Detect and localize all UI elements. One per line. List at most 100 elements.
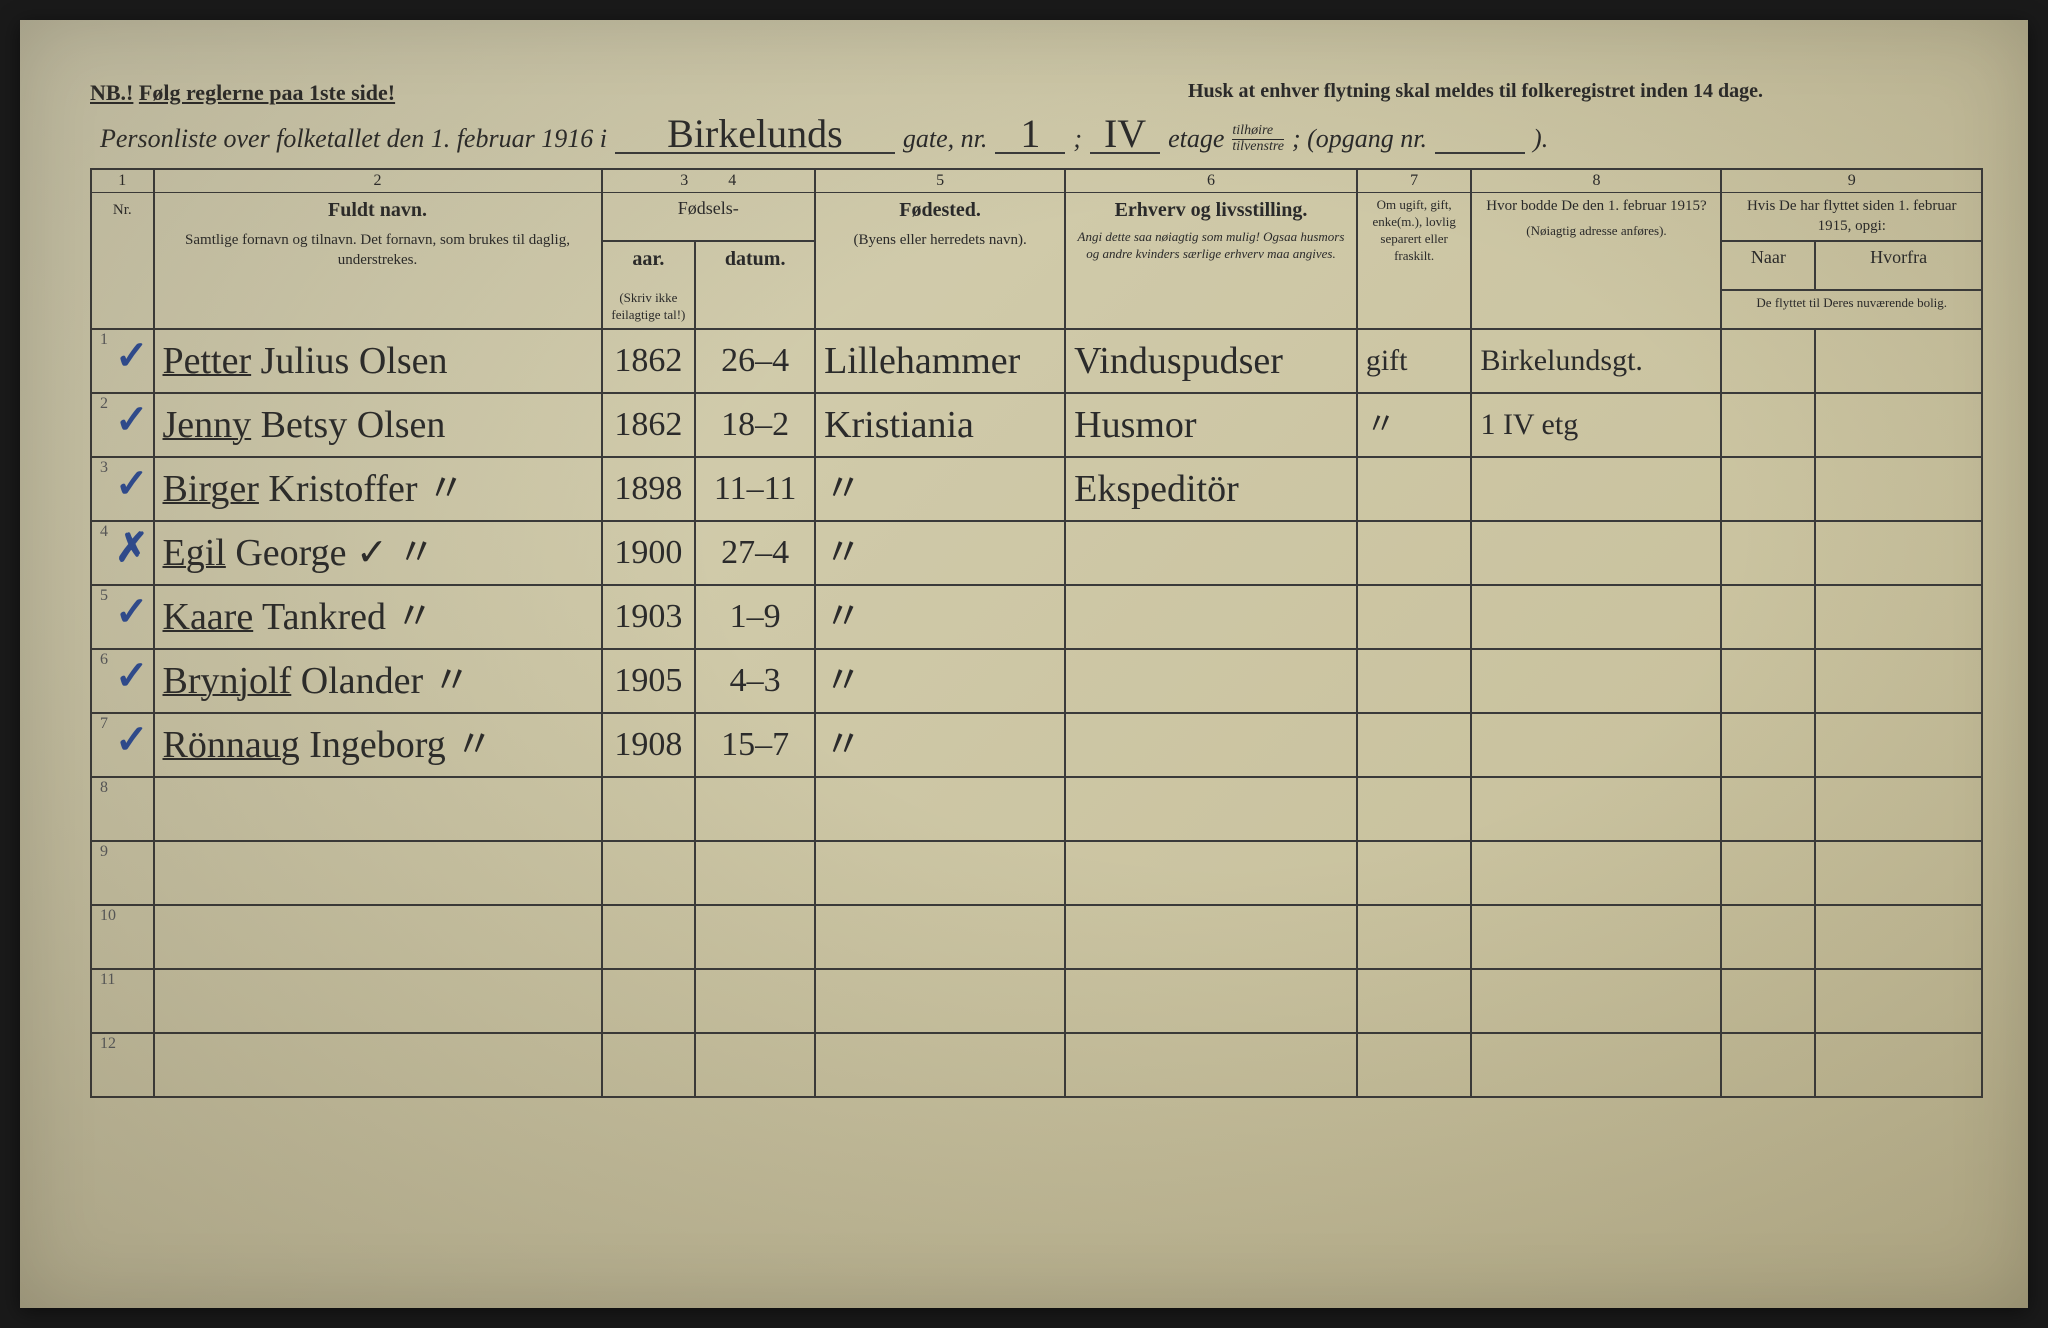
row-date-cell: 26–4 (695, 329, 815, 393)
row-birthplace-cell (815, 841, 1065, 905)
row-birthplace-cell: Lillehammer (815, 329, 1065, 393)
row-addr1915-cell (1471, 649, 1721, 713)
nb-notice: NB.! Følg reglerne paa 1ste side! (90, 80, 395, 106)
row-name-cell (154, 1033, 602, 1097)
row-status-cell (1357, 1033, 1472, 1097)
row-year-cell (602, 905, 696, 969)
colnum-6: 6 (1065, 169, 1357, 193)
table-row: 5✓Kaare Tankred 〃19031–9〃 (91, 585, 1982, 649)
colnum-2: 2 (154, 169, 602, 193)
row-occupation-cell: Husmor (1065, 393, 1357, 457)
row-birthplace-cell: Kristiania (815, 393, 1065, 457)
table-row: 7✓Rönnaug Ingeborg 〃190815–7〃 (91, 713, 1982, 777)
row-occupation-cell (1065, 1033, 1357, 1097)
table-row: 8 (91, 777, 1982, 841)
row-birthplace-cell: 〃 (815, 521, 1065, 585)
row-occupation-cell (1065, 649, 1357, 713)
row-moved-from-cell (1815, 969, 1982, 1033)
nb-text: Følg reglerne paa 1ste side! (139, 80, 395, 105)
table-row: 9 (91, 841, 1982, 905)
row-nr-cell: 2✓ (91, 393, 154, 457)
colnum-34: 3 4 (602, 169, 816, 193)
row-moved-from-cell (1815, 585, 1982, 649)
row-status-cell (1357, 969, 1472, 1033)
name-rest: Betsy Olsen (251, 404, 445, 446)
row-year-cell: 1898 (602, 457, 696, 521)
row-birthplace-cell: 〃 (815, 457, 1065, 521)
closing-paren: ). (1533, 124, 1548, 154)
col-moved-from-header: Hvorfra (1815, 241, 1982, 290)
opgang-label: ; (opgang nr. (1292, 124, 1427, 154)
tilvenstre: tilvenstre (1232, 140, 1284, 154)
row-moved-when-cell (1721, 1033, 1815, 1097)
row-status-cell: 〃 (1357, 393, 1472, 457)
row-occupation-cell (1065, 777, 1357, 841)
census-table: 1 2 3 4 5 6 7 8 9 Nr. Fuldt navn. Samtli… (90, 168, 1983, 1098)
census-form-page: NB.! Følg reglerne paa 1ste side! Husk a… (20, 20, 2028, 1308)
row-addr1915-cell (1471, 905, 1721, 969)
row-moved-when-cell (1721, 777, 1815, 841)
name-rest: George ✓ 〃 (226, 532, 435, 574)
row-status-cell (1357, 841, 1472, 905)
row-addr1915-cell: Birkelundsgt. (1471, 329, 1721, 393)
name-rest: Olander 〃 (291, 660, 470, 702)
table-row: 11 (91, 969, 1982, 1033)
table-row: 1✓Petter Julius Olsen186226–4Lillehammer… (91, 329, 1982, 393)
colnum-7: 7 (1357, 169, 1472, 193)
row-nr-cell: 1✓ (91, 329, 154, 393)
row-birthplace-cell: 〃 (815, 649, 1065, 713)
nr-fill: 1 (995, 116, 1065, 154)
row-addr1915-cell: 1 IV etg (1471, 393, 1721, 457)
row-moved-from-cell (1815, 905, 1982, 969)
row-name-cell: Kaare Tankred 〃 (154, 585, 602, 649)
row-date-cell: 1–9 (695, 585, 815, 649)
semicolon: ; (1073, 124, 1082, 154)
row-status-cell (1357, 649, 1472, 713)
row-name-cell: Jenny Betsy Olsen (154, 393, 602, 457)
etage-label: etage (1168, 124, 1224, 154)
row-moved-from-cell (1815, 521, 1982, 585)
underlined-name: Birger (163, 468, 259, 510)
row-moved-when-cell (1721, 457, 1815, 521)
title-line: Personliste over folketallet den 1. febr… (100, 116, 1983, 154)
row-name-cell: Egil George ✓ 〃 (154, 521, 602, 585)
underlined-name: Petter (163, 340, 252, 382)
row-occupation-cell (1065, 521, 1357, 585)
table-body: 1✓Petter Julius Olsen186226–4Lillehammer… (91, 329, 1982, 1097)
row-addr1915-cell (1471, 713, 1721, 777)
row-date-cell: 18–2 (695, 393, 815, 457)
check-mark-icon: ✓ (115, 336, 149, 376)
row-date-cell (695, 905, 815, 969)
row-birthplace-cell (815, 777, 1065, 841)
col-year-header: aar. (Skriv ikke feilagtige tal!) (602, 241, 696, 329)
row-occupation-cell (1065, 585, 1357, 649)
row-moved-from-cell (1815, 1033, 1982, 1097)
row-name-cell (154, 841, 602, 905)
col-moved-when-header: Naar (1721, 241, 1815, 290)
col-moved-header: Hvis De har flyttet siden 1. februar 191… (1721, 193, 1982, 242)
table-row: 3✓Birger Kristoffer 〃189811–11〃Ekspeditö… (91, 457, 1982, 521)
column-number-row: 1 2 3 4 5 6 7 8 9 (91, 169, 1982, 193)
row-date-cell: 27–4 (695, 521, 815, 585)
row-moved-from-cell (1815, 777, 1982, 841)
row-name-cell: Birger Kristoffer 〃 (154, 457, 602, 521)
row-year-cell (602, 969, 696, 1033)
row-addr1915-cell (1471, 1033, 1721, 1097)
row-addr1915-cell (1471, 777, 1721, 841)
row-addr1915-cell (1471, 969, 1721, 1033)
row-status-cell (1357, 521, 1472, 585)
row-birthplace-cell: 〃 (815, 585, 1065, 649)
row-date-cell (695, 841, 815, 905)
row-nr-cell: 12 (91, 1033, 154, 1097)
row-status-cell (1357, 585, 1472, 649)
gate-label: gate, nr. (903, 124, 988, 154)
row-status-cell (1357, 457, 1472, 521)
colnum-5: 5 (815, 169, 1065, 193)
row-occupation-cell: Vinduspudser (1065, 329, 1357, 393)
row-status-cell (1357, 905, 1472, 969)
colnum-9: 9 (1721, 169, 1982, 193)
col-status-header: Om ugift, gift, enke(m.), lovlig separer… (1357, 193, 1472, 329)
table-row: 6✓Brynjolf Olander 〃19054–3〃 (91, 649, 1982, 713)
row-name-cell: Brynjolf Olander 〃 (154, 649, 602, 713)
floor-fill: IV (1090, 116, 1160, 154)
